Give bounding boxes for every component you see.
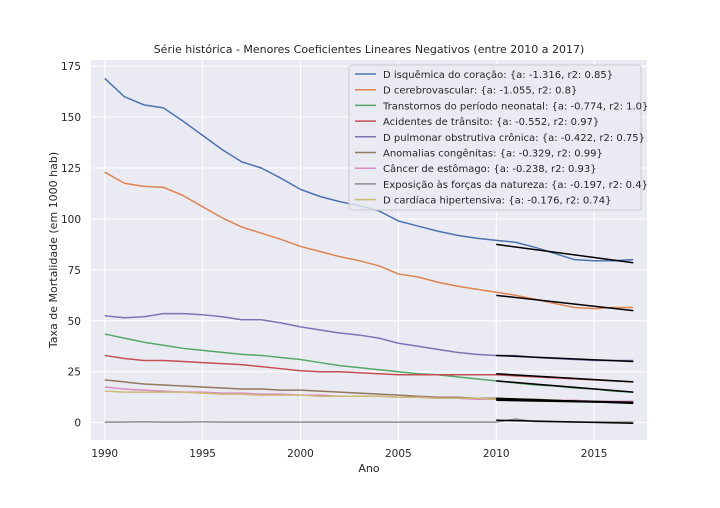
legend-label: D isquêmica do coração: {a: -1.316, r2: … (383, 69, 613, 81)
x-tick-label: 2005 (385, 448, 412, 460)
legend-item: D pulmonar obstrutiva crônica: {a: -0.42… (355, 132, 645, 144)
legend-label: Acidentes de trânsito: {a: -0.552, r2: 0… (383, 116, 599, 128)
x-tick-label: 1995 (189, 448, 216, 460)
y-axis-label: Taxa de Mortalidade (em 1000 hab) (47, 152, 60, 349)
x-tick-labels: 1990 1995 2000 2005 2010 2015 (91, 448, 607, 460)
legend-label: Exposição às forças da natureza: {a: -0.… (383, 179, 648, 191)
legend-item: Exposição às forças da natureza: {a: -0.… (355, 179, 648, 191)
legend-item: Acidentes de trânsito: {a: -0.552, r2: 0… (355, 116, 599, 128)
legend-item: D cardíaca hipertensiva: {a: -0.176, r2:… (355, 195, 612, 207)
trend-line-8 (496, 419, 634, 425)
y-tick-label: 75 (68, 265, 81, 277)
trend-line-9 (496, 399, 634, 404)
legend-label: Transtornos do período neonatal: {a: -0.… (382, 100, 648, 112)
chart-title: Série histórica - Menores Coeficientes L… (154, 43, 585, 56)
legend-label: D pulmonar obstrutiva crônica: {a: -0.42… (383, 132, 645, 144)
trend-line-1 (496, 243, 634, 264)
legend-label: D cardíaca hipertensiva: {a: -0.176, r2:… (383, 195, 612, 207)
x-tick-label: 2015 (581, 448, 608, 460)
trend-line-5 (496, 354, 634, 363)
trend-line-3 (496, 380, 634, 393)
trend-lines (496, 243, 634, 425)
legend-label: Câncer de estômago: {a: -0.238, r2: 0.93… (383, 163, 597, 175)
y-tick-label: 25 (68, 367, 81, 379)
x-tick-label: 2010 (483, 448, 510, 460)
legend-item: Câncer de estômago: {a: -0.238, r2: 0.93… (355, 163, 597, 175)
legend-item: Anomalias congênitas: {a: -0.329, r2: 0.… (355, 148, 603, 160)
legend-item: D isquêmica do coração: {a: -1.316, r2: … (355, 69, 613, 81)
x-tick-label: 1990 (91, 448, 118, 460)
trend-line-4 (496, 373, 634, 383)
legend-label: Anomalias congênitas: {a: -0.329, r2: 0.… (383, 148, 603, 160)
y-tick-label: 175 (61, 61, 81, 73)
legend: D isquêmica do coração: {a: -1.316, r2: … (348, 64, 648, 211)
x-axis-label: Ano (358, 462, 379, 475)
legend-box (348, 64, 642, 211)
y-tick-label: 150 (61, 112, 81, 124)
legend-item: D cerebrovascular: {a: -1.055, r2: 0.8} (355, 86, 577, 97)
trend-line-2 (496, 294, 634, 312)
y-tick-label: 100 (61, 214, 81, 226)
legend-item: Transtornos do período neonatal: {a: -0.… (355, 100, 648, 112)
legend-label: D cerebrovascular: {a: -1.055, r2: 0.8} (383, 86, 577, 97)
legend-items: D isquêmica do coração: {a: -1.316, r2: … (355, 69, 648, 207)
x-tick-label: 2000 (287, 448, 314, 460)
y-tick-label: 50 (68, 316, 81, 328)
y-tick-label: 125 (61, 163, 81, 175)
y-tick-label: 0 (74, 418, 81, 430)
y-tick-labels: 0 25 50 75 100 125 150 175 (61, 61, 81, 430)
